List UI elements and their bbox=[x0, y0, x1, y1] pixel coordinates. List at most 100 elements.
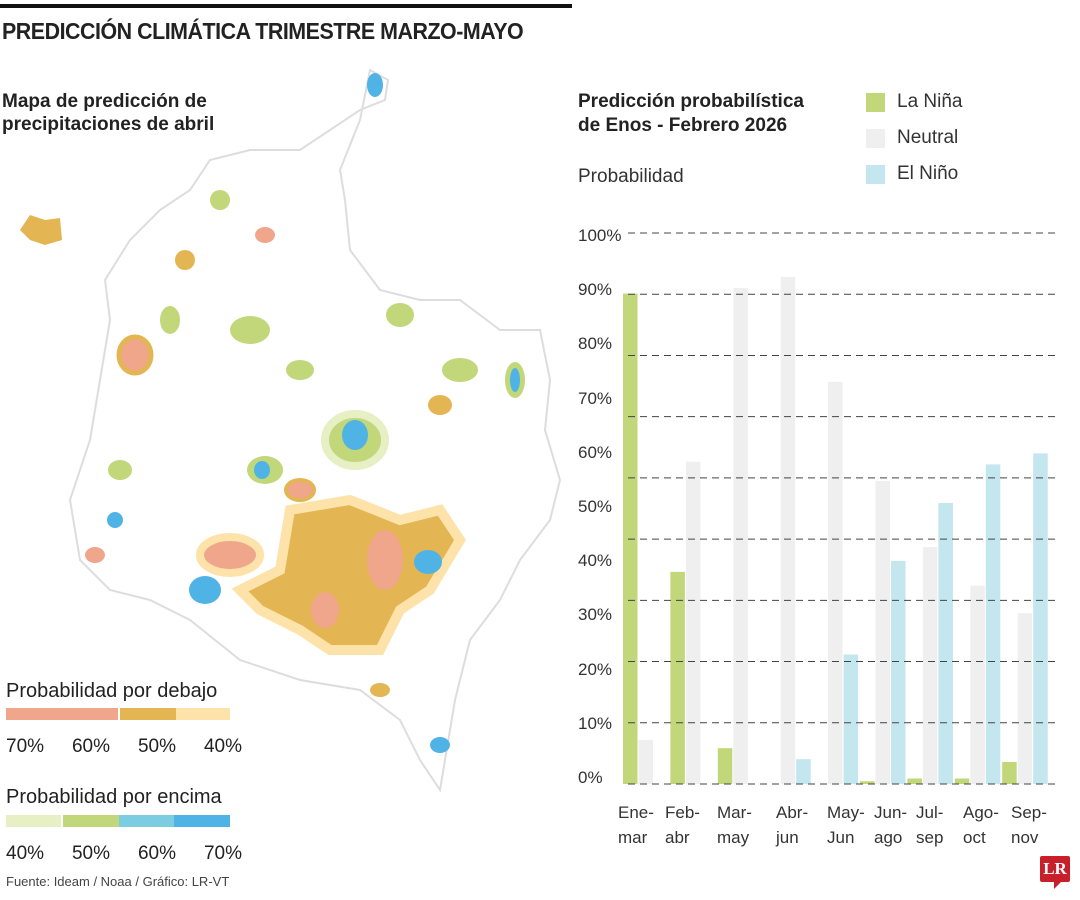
x-tick-label: Sep-nov bbox=[1011, 800, 1047, 850]
x-tick-line2: oct bbox=[963, 828, 986, 847]
legend-swatch-below-40 bbox=[176, 708, 230, 720]
legend-label: El Niño bbox=[897, 163, 959, 184]
legend-swatch-above-70 bbox=[174, 815, 230, 827]
x-tick-line1: Feb- bbox=[665, 803, 700, 822]
bar-neutral-2 bbox=[733, 288, 748, 784]
x-tick-line2: jun bbox=[776, 828, 799, 847]
y-tick-label: 100% bbox=[578, 226, 622, 245]
top-rule bbox=[0, 4, 572, 8]
y-tick-label: 40% bbox=[578, 551, 613, 571]
legend-label: Neutral bbox=[897, 127, 959, 148]
x-tick-label: Ago-oct bbox=[963, 800, 999, 850]
bar-neutral-3 bbox=[780, 277, 796, 784]
legend-item-el-nino: El Niño bbox=[866, 163, 958, 185]
x-tick-line2: sep bbox=[916, 828, 944, 847]
legend-swatch-below-50 bbox=[120, 708, 176, 720]
x-tick-line2: mar bbox=[618, 828, 648, 847]
x-tick-line2: Jun bbox=[827, 828, 855, 847]
legend-label: La Niña bbox=[897, 91, 963, 112]
x-tick-label: Abr-jun bbox=[776, 800, 808, 850]
legend-swatch bbox=[866, 128, 885, 148]
legend-swatch-above-40 bbox=[6, 815, 61, 827]
x-tick-line2: may bbox=[717, 828, 750, 847]
x-tick-line1: Ene- bbox=[618, 803, 654, 822]
x-tick-line1: May- bbox=[827, 803, 865, 822]
bar-el-ni-o-7 bbox=[985, 464, 1001, 784]
lr-logo: LR bbox=[1040, 856, 1070, 889]
bar-el-ni-o-4 bbox=[843, 654, 859, 784]
legend-below-bar bbox=[6, 708, 230, 720]
bar-neutral-4 bbox=[828, 381, 843, 784]
bar-el-ni-o-6 bbox=[938, 502, 953, 784]
bar-el-ni-o-8 bbox=[1033, 453, 1048, 784]
legend-swatch-below-70-60 bbox=[6, 708, 118, 720]
bar-neutral-1 bbox=[685, 461, 701, 784]
legend-label: 70% bbox=[203, 843, 242, 864]
bar-neutral-5 bbox=[875, 480, 890, 784]
legend-label: 60% bbox=[137, 843, 176, 864]
bar-la-ni-a-6 bbox=[907, 778, 922, 784]
legend-label: 60% bbox=[71, 736, 111, 757]
y-tick-label: 70% bbox=[578, 388, 613, 408]
y-tick-label: 50% bbox=[578, 497, 613, 516]
bar-el-ni-o-5 bbox=[891, 560, 906, 784]
legend-above-bar bbox=[6, 815, 230, 827]
bar-la-ni-a-5 bbox=[860, 781, 875, 784]
x-tick-line1: Mar- bbox=[717, 803, 752, 822]
legend-label: 50% bbox=[71, 843, 111, 864]
x-tick-label: Jul-sep bbox=[916, 800, 943, 850]
y-tick-label: 20% bbox=[578, 659, 613, 679]
legend-label: 50% bbox=[137, 736, 176, 757]
x-tick-label: Ene-mar bbox=[618, 800, 654, 850]
x-tick-line1: Jun- bbox=[874, 803, 908, 822]
x-tick-label: Feb-abr bbox=[665, 800, 700, 850]
bar-neutral-8 bbox=[1017, 613, 1033, 784]
x-tick-label: Mar-may bbox=[717, 800, 752, 850]
y-tick-label: 10% bbox=[578, 713, 613, 733]
legend-below-labels: 70% 60% 50% 40% bbox=[6, 736, 242, 758]
legend-label: 40% bbox=[6, 843, 45, 864]
legend-swatch-above-60 bbox=[119, 815, 174, 827]
y-tick-label: 30% bbox=[578, 605, 613, 625]
x-tick-label: Jun-ago bbox=[874, 800, 907, 850]
x-tick-line1: Jul- bbox=[916, 803, 944, 822]
legend-above-labels: 40% 50% 60% 70% bbox=[6, 843, 242, 865]
bar-la-ni-a-2 bbox=[717, 748, 733, 784]
y-tick-label: 60% bbox=[578, 442, 613, 462]
map-title: Mapa de predicción de precipitaciones de… bbox=[2, 91, 215, 135]
below-normal-areas bbox=[85, 227, 466, 697]
x-tick-line2: abr bbox=[665, 828, 690, 847]
source-credit: Fuente: Ideam / Noaa / Gráfico: LR-VT bbox=[6, 874, 230, 889]
bar-el-ni-o-3 bbox=[796, 759, 811, 784]
x-tick-line1: Ago- bbox=[963, 803, 999, 822]
y-tick-label: 80% bbox=[578, 334, 613, 354]
legend-below-title: Probabilidad por debajo bbox=[6, 680, 218, 702]
y-axis-label: Probabilidad bbox=[578, 166, 684, 187]
x-tick-line2: nov bbox=[1011, 828, 1039, 847]
above-normal-areas bbox=[107, 73, 525, 753]
legend-swatch bbox=[866, 92, 885, 112]
bar-la-ni-a-1 bbox=[670, 571, 685, 784]
legend-swatch bbox=[866, 164, 885, 184]
bar-neutral-6 bbox=[922, 547, 938, 784]
bar-la-ni-a-8 bbox=[1002, 761, 1017, 784]
legend-above-title: Probabilidad por encima bbox=[6, 786, 222, 808]
legend-label: 70% bbox=[6, 736, 45, 757]
page-title: PREDICCIÓN CLIMÁTICA TRIMESTRE MARZO-MAY… bbox=[2, 18, 524, 44]
chart-title: Predicción probabilística de Enos - Febr… bbox=[578, 91, 804, 136]
bar-la-ni-a-7 bbox=[954, 778, 970, 784]
legend-label: 40% bbox=[203, 736, 242, 757]
legend-item-la-nina: La Niña bbox=[866, 91, 963, 113]
legend-item-neutral: Neutral bbox=[866, 127, 958, 149]
y-tick-label: 0% bbox=[578, 768, 603, 787]
x-tick-label: May- Jun bbox=[827, 800, 865, 850]
x-tick-line1: Sep- bbox=[1011, 803, 1047, 822]
y-tick-label: 90% bbox=[578, 280, 613, 300]
x-tick-line1: Abr- bbox=[776, 803, 809, 822]
bar-neutral-7 bbox=[970, 585, 985, 784]
x-tick-line2: ago bbox=[874, 828, 903, 847]
precipitation-map bbox=[20, 68, 562, 793]
legend-swatch-above-50 bbox=[63, 815, 119, 827]
